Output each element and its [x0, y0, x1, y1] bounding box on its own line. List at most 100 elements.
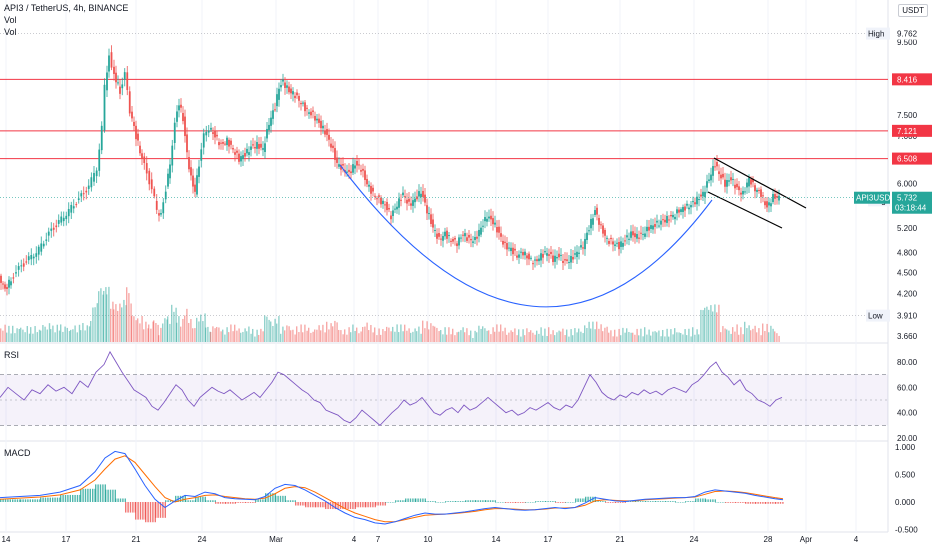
candle[interactable]: [538, 258, 540, 262]
candle[interactable]: [478, 229, 480, 237]
candle[interactable]: [468, 234, 470, 238]
candle[interactable]: [240, 156, 242, 162]
rsi-line[interactable]: [0, 350, 783, 426]
candle[interactable]: [360, 170, 362, 172]
candle[interactable]: [98, 149, 101, 171]
candle[interactable]: [358, 164, 360, 166]
candle[interactable]: [656, 220, 658, 223]
time-axis[interactable]: 14 17 21 24 Mar 4 7 10 14 17 21 24 28 Apr 4: [2, 535, 859, 544]
candle[interactable]: [176, 111, 178, 122]
candle[interactable]: [442, 236, 444, 241]
candle[interactable]: [164, 191, 167, 200]
candle[interactable]: [200, 149, 203, 161]
candle[interactable]: [148, 170, 151, 185]
candle[interactable]: [153, 188, 156, 197]
candle[interactable]: [534, 259, 536, 261]
candle[interactable]: [126, 72, 129, 91]
candle[interactable]: [30, 255, 33, 260]
candle[interactable]: [390, 215, 392, 220]
candle[interactable]: [77, 198, 80, 200]
candle[interactable]: [167, 173, 169, 187]
candle[interactable]: [216, 134, 218, 137]
candle[interactable]: [564, 259, 566, 261]
candle[interactable]: [532, 263, 534, 265]
candle[interactable]: [290, 88, 292, 94]
candle[interactable]: [582, 247, 584, 249]
candle[interactable]: [742, 190, 744, 195]
candle[interactable]: [40, 243, 43, 252]
candle[interactable]: [190, 167, 192, 176]
candle[interactable]: [604, 229, 606, 236]
candle[interactable]: [434, 229, 436, 231]
candle[interactable]: [414, 198, 416, 203]
candle[interactable]: [566, 259, 568, 261]
candle[interactable]: [8, 279, 10, 288]
candle[interactable]: [4, 284, 6, 289]
candle[interactable]: [556, 257, 558, 259]
candle[interactable]: [282, 79, 284, 82]
candle[interactable]: [504, 241, 506, 243]
candle[interactable]: [238, 153, 240, 162]
candle[interactable]: [248, 152, 250, 155]
candle[interactable]: [662, 219, 664, 221]
candle[interactable]: [52, 227, 55, 230]
candle[interactable]: [184, 116, 186, 137]
price-pane[interactable]: [0, 33, 888, 342]
candle[interactable]: [612, 241, 614, 245]
candle[interactable]: [436, 233, 438, 239]
candle[interactable]: [408, 198, 410, 202]
candle[interactable]: [694, 202, 696, 205]
candle[interactable]: [614, 244, 616, 247]
candle[interactable]: [422, 190, 424, 197]
candle[interactable]: [502, 240, 504, 245]
candle[interactable]: [450, 240, 452, 242]
candle[interactable]: [770, 203, 772, 207]
candle[interactable]: [670, 214, 672, 217]
candle[interactable]: [774, 194, 776, 199]
candle[interactable]: [87, 185, 90, 189]
candle[interactable]: [680, 209, 682, 212]
candle[interactable]: [318, 118, 320, 123]
candle[interactable]: [482, 225, 484, 227]
candle[interactable]: [20, 265, 23, 267]
candle[interactable]: [734, 184, 736, 189]
candle[interactable]: [32, 256, 35, 259]
candle[interactable]: [284, 82, 286, 88]
candle[interactable]: [730, 177, 732, 181]
candle[interactable]: [546, 253, 548, 256]
candle[interactable]: [228, 139, 230, 147]
candle[interactable]: [382, 200, 384, 204]
candle[interactable]: [402, 192, 404, 196]
candle[interactable]: [668, 219, 670, 221]
candle[interactable]: [736, 183, 738, 188]
candle[interactable]: [488, 216, 490, 219]
candle[interactable]: [384, 204, 386, 206]
candle[interactable]: [131, 111, 133, 119]
candle[interactable]: [256, 142, 258, 149]
candle[interactable]: [198, 166, 200, 177]
candle[interactable]: [302, 102, 304, 104]
candle[interactable]: [342, 164, 344, 166]
candle[interactable]: [568, 262, 570, 264]
candle[interactable]: [258, 143, 260, 149]
candle[interactable]: [25, 261, 28, 263]
candle[interactable]: [338, 164, 340, 167]
candle[interactable]: [322, 125, 324, 129]
candle[interactable]: [560, 254, 562, 256]
candle[interactable]: [526, 255, 528, 259]
candle[interactable]: [6, 287, 8, 290]
candle[interactable]: [518, 254, 520, 258]
candle[interactable]: [708, 179, 710, 181]
candle[interactable]: [95, 170, 98, 177]
candle[interactable]: [135, 125, 137, 140]
candle[interactable]: [119, 86, 121, 94]
candle[interactable]: [396, 206, 398, 210]
candle[interactable]: [106, 72, 108, 91]
candle[interactable]: [586, 232, 588, 241]
candle[interactable]: [500, 233, 502, 237]
candle[interactable]: [590, 218, 592, 229]
candle[interactable]: [123, 72, 126, 80]
candle[interactable]: [572, 256, 574, 260]
candle[interactable]: [60, 216, 63, 223]
